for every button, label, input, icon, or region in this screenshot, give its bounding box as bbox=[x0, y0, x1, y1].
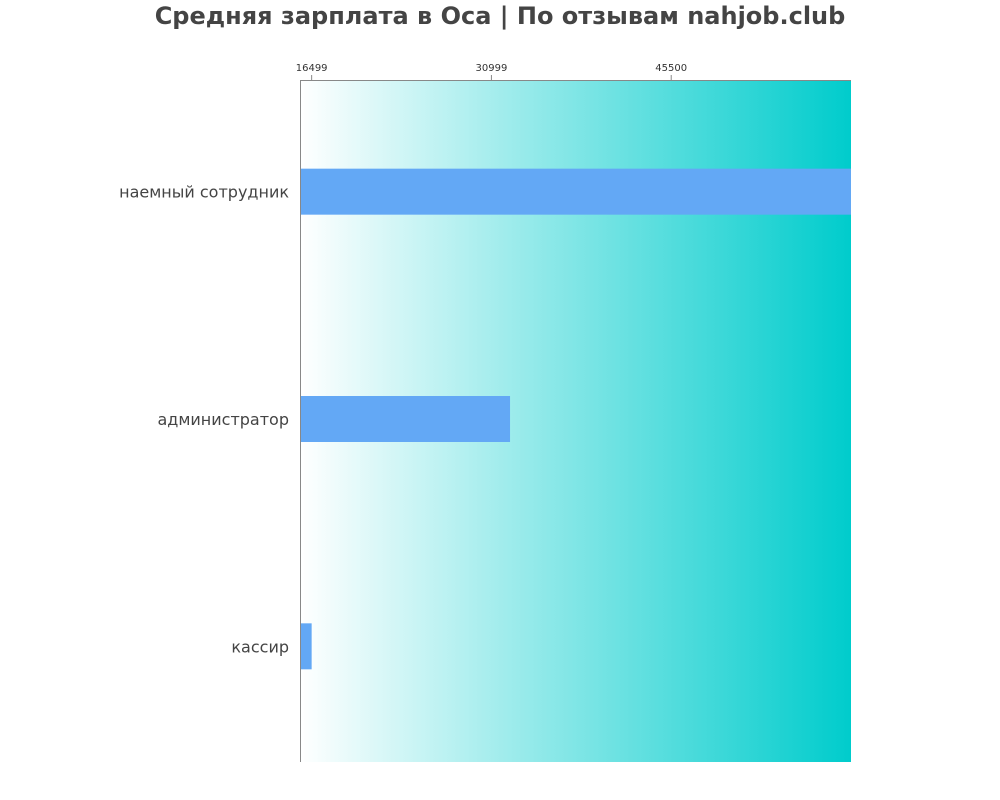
x-tick-label: 30999 bbox=[476, 63, 508, 74]
x-tick-label: 45500 bbox=[655, 63, 687, 74]
bar-0 bbox=[301, 168, 851, 215]
category-label: администратор bbox=[157, 410, 289, 429]
category-label: наемный сотрудник bbox=[119, 183, 289, 202]
category-label: кассир bbox=[231, 637, 289, 656]
x-tick-label: 16499 bbox=[296, 63, 328, 74]
chart-title: Средняя зарплата в Оса | По отзывам nahj… bbox=[154, 2, 846, 30]
bar-1 bbox=[301, 396, 511, 442]
bar-2 bbox=[301, 623, 312, 670]
